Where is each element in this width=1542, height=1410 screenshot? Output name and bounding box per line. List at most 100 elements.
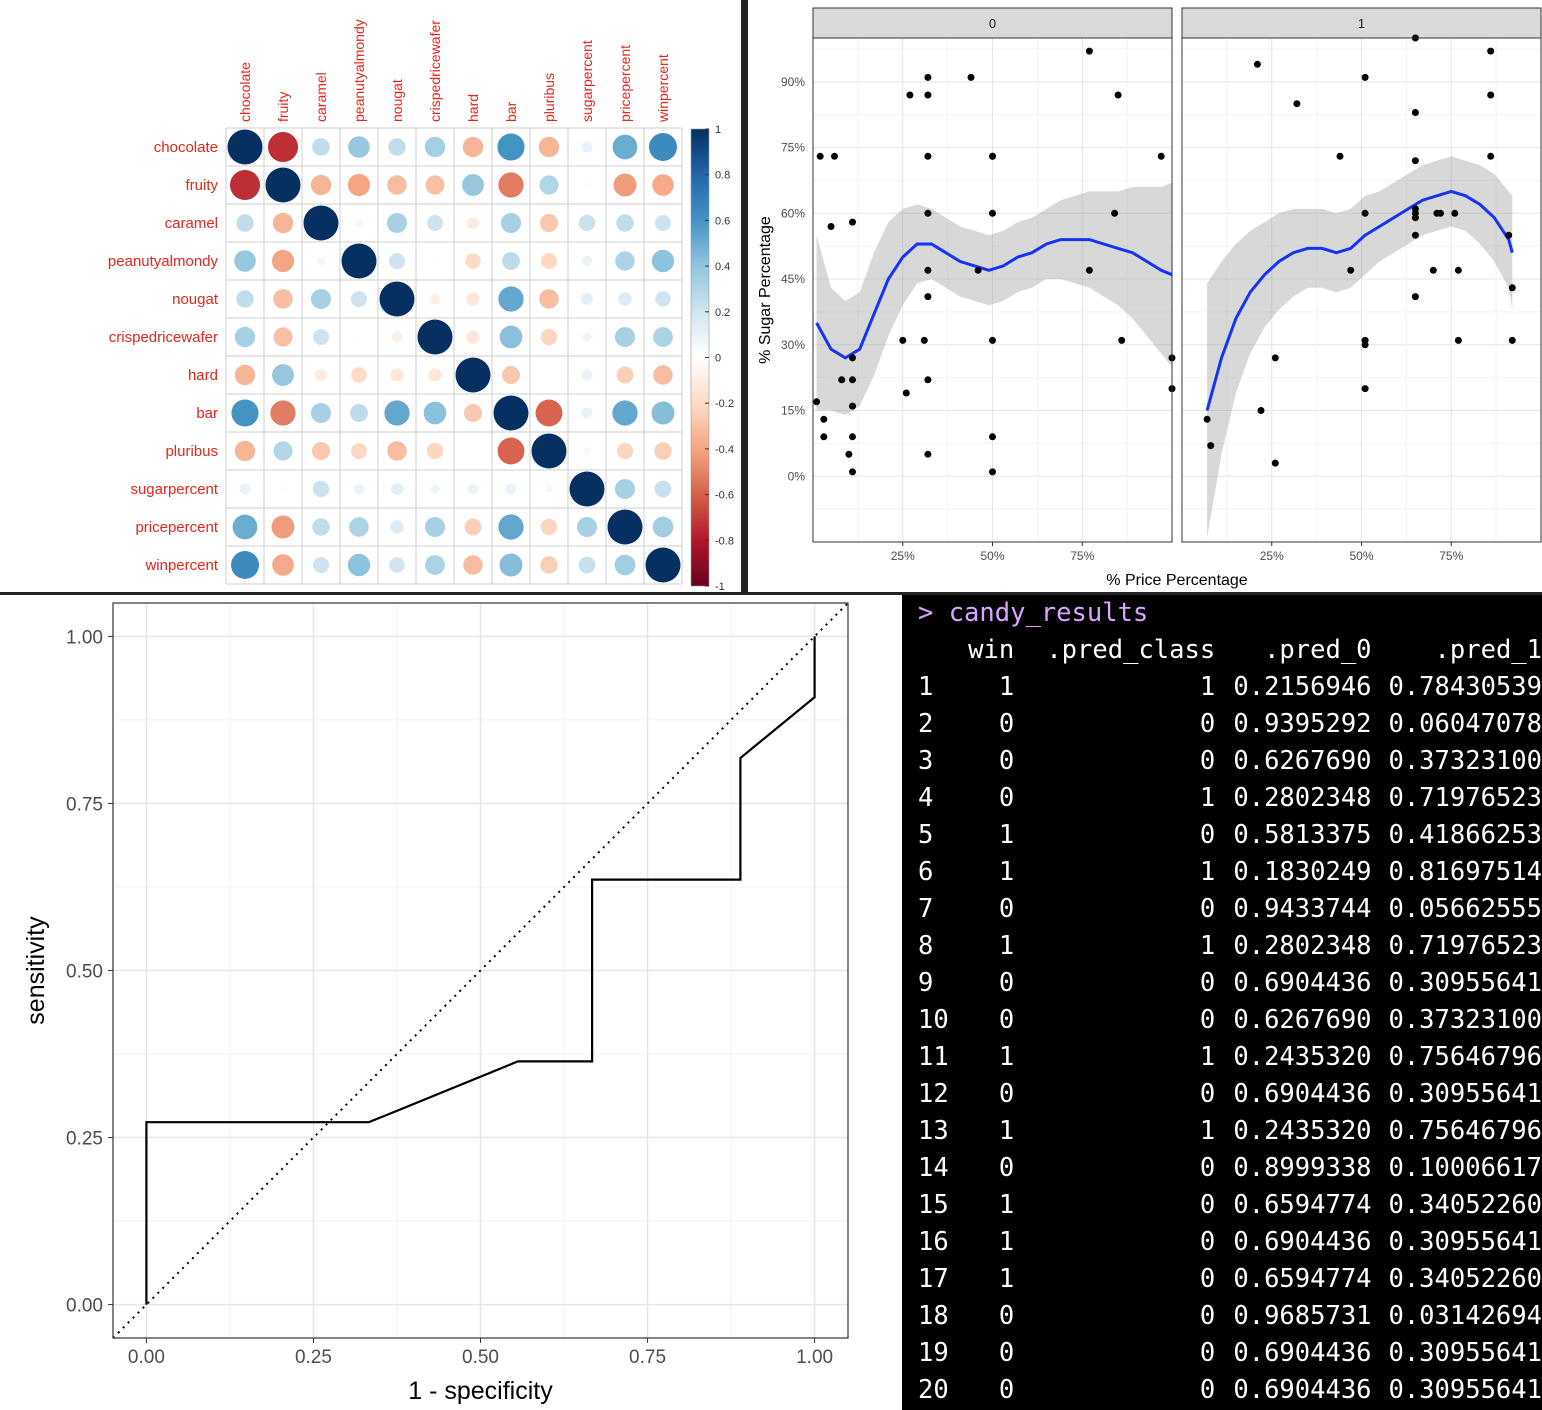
- corr-circle-caramel-chocolate: [236, 214, 254, 232]
- table-cell: 0.37323100: [1388, 1005, 1542, 1035]
- corr-circle-bar-pricepercent: [612, 400, 638, 426]
- corr-circle-chocolate-caramel: [312, 138, 330, 156]
- r-console: > candy_results win .pred_class .pred_0 …: [902, 595, 1542, 1410]
- corr-circle-caramel-sugarpercent: [578, 214, 596, 232]
- corr-circle-caramel-pluribus: [539, 213, 559, 233]
- corr-circle-crispedricewafer-fruity: [273, 327, 293, 347]
- corr-circle-crispedricewafer-hard: [466, 330, 480, 344]
- y-tick-label: 0.50: [66, 962, 103, 983]
- data-point: [902, 389, 910, 397]
- corr-circle-nougat-crispedricewafer: [429, 293, 441, 305]
- results-body: 1 1 1 0.2156946 0.78430539 2 0 0 0.9395292 0.0604…: [918, 669, 1542, 1409]
- table-cell: 0: [1199, 820, 1216, 850]
- table-row: 2 0 0 0.9395292 0.06047078: [918, 706, 1542, 743]
- data-point: [1361, 385, 1369, 393]
- corr-circle-winpercent-hard: [463, 555, 483, 575]
- corr-circle-caramel-fruity: [272, 212, 294, 234]
- col-label-pluribus: pluribus: [541, 73, 557, 122]
- table-cell: 0.9395292: [1233, 709, 1372, 739]
- corr-circle-pricepercent-hard: [464, 518, 482, 536]
- corr-circle-sugarpercent-pricepercent: [614, 478, 636, 500]
- data-point: [1347, 266, 1355, 274]
- corr-circle-bar-hard: [463, 403, 483, 423]
- corr-circle-peanutyalmondy-winpercent: [651, 249, 675, 273]
- corr-circle-pricepercent-bar: [498, 514, 524, 540]
- table-cell: 0.71976523: [1388, 783, 1542, 813]
- y-tick-label: 90%: [781, 75, 805, 89]
- y-tick-label: 45%: [781, 272, 805, 286]
- table-cell: 0.2435320: [1233, 1116, 1372, 1146]
- data-point: [1411, 214, 1419, 222]
- data-point: [1114, 91, 1122, 99]
- table-cell: 1: [998, 1227, 1015, 1257]
- y-tick-label: 75%: [781, 141, 805, 155]
- corr-circle-pluribus-hard: [471, 449, 475, 453]
- table-cell: 0.41866253: [1388, 820, 1542, 850]
- corr-circle-winpercent-bar: [499, 553, 523, 577]
- data-point: [1487, 152, 1495, 160]
- smooth-line-0: [815, 238, 1173, 360]
- y-tick-label: 0.75: [66, 794, 103, 815]
- data-point: [1207, 442, 1215, 450]
- corr-circle-caramel-peanutyalmondy: [354, 218, 364, 228]
- data-point: [820, 433, 828, 441]
- corr-circle-sugarpercent-caramel: [312, 480, 330, 498]
- y-tick-label: 0%: [788, 469, 806, 483]
- data-point: [974, 266, 982, 274]
- corr-circle-hard-pricepercent: [616, 366, 634, 384]
- corr-circle-bar-nougat: [384, 400, 410, 426]
- data-point: [1437, 209, 1444, 217]
- col-label-bar: bar: [503, 101, 519, 122]
- console-prompt: > candy_results: [918, 598, 1149, 628]
- corr-circle-pluribus-chocolate: [234, 440, 256, 462]
- data-point: [924, 450, 932, 458]
- table-cell: 1: [998, 820, 1015, 850]
- data-point: [989, 152, 996, 160]
- corr-circle-crispedricewafer-caramel: [312, 328, 330, 346]
- table-cell: 11: [918, 1042, 949, 1072]
- colorbar-tick-label: 0.2: [715, 307, 730, 319]
- table-cell: 18: [918, 1301, 949, 1331]
- data-point: [924, 376, 932, 384]
- row-label-chocolate: chocolate: [154, 139, 218, 156]
- table-cell: 12: [918, 1079, 949, 1109]
- corr-circle-fruity-peanutyalmondy: [347, 173, 371, 197]
- corr-circle-pluribus-crispedricewafer: [426, 442, 444, 460]
- corr-circle-hard-caramel: [314, 368, 328, 382]
- x-axis-title: % Price Percentage: [1106, 572, 1248, 589]
- facet-strip-label-1: 1: [1358, 16, 1365, 31]
- table-cell: 1: [1199, 672, 1216, 702]
- table-cell: 0: [998, 1375, 1015, 1405]
- row-label-pluribus: pluribus: [165, 443, 218, 460]
- vertical-divider: [741, 0, 748, 592]
- table-cell: 1: [1199, 1116, 1216, 1146]
- data-point: [827, 223, 835, 230]
- roc-curve: [145, 636, 816, 1305]
- corr-circle-sugarpercent-chocolate: [239, 483, 251, 495]
- y-tick-label: 0.00: [66, 1296, 103, 1317]
- data-point: [1271, 459, 1279, 467]
- table-cell: 14: [918, 1153, 949, 1183]
- corr-circle-bar-sugarpercent: [581, 407, 593, 419]
- corr-circle-winpercent-fruity: [272, 554, 294, 576]
- corr-circle-pricepercent-chocolate: [232, 514, 258, 540]
- x-tick-label: 0.50: [462, 1347, 499, 1368]
- corr-circle-chocolate-hard: [462, 136, 484, 158]
- corr-circle-crispedricewafer-crispedricewafer: [417, 319, 453, 355]
- data-point: [1361, 73, 1369, 81]
- corr-circle-nougat-peanutyalmondy: [350, 290, 368, 308]
- row-label-winpercent: winpercent: [144, 557, 218, 574]
- x-tick-label: 0.75: [629, 1347, 666, 1368]
- corr-circle-peanutyalmondy-nougat: [388, 252, 406, 270]
- data-point: [1508, 284, 1516, 292]
- table-cell: 0.30955641: [1388, 1338, 1542, 1368]
- col-label-nougat: nougat: [389, 79, 405, 122]
- results-header-row: win .pred_class .pred_0 .pred_1: [918, 632, 1542, 669]
- corr-circle-fruity-hard: [462, 174, 484, 196]
- data-point: [1508, 336, 1516, 344]
- table-row: 4 0 1 0.2802348 0.71976523: [918, 780, 1542, 817]
- table-cell: 1: [998, 1116, 1015, 1146]
- table-cell: 0: [1199, 746, 1216, 776]
- corr-circle-caramel-caramel: [303, 205, 339, 241]
- row-label-nougat: nougat: [172, 291, 219, 308]
